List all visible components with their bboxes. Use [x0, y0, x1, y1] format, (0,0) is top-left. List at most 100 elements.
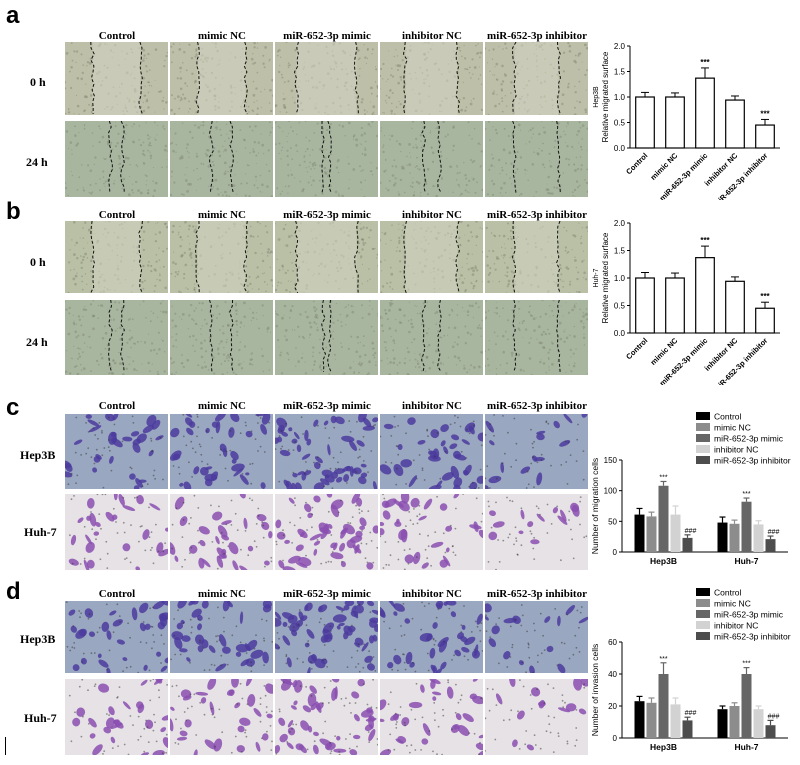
micrograph-wound-24h: [65, 300, 168, 375]
significance-label: ###: [768, 713, 780, 720]
legend-swatch: [696, 456, 710, 464]
micrograph-wound-24h: [485, 300, 588, 375]
y-tick-label: 1.5: [614, 68, 626, 77]
chart-b: 0.0 0.5 1.0 1.5 2.0 Relative migrated surface…: [592, 215, 792, 394]
row-head-huh7: Huh-7: [24, 525, 57, 539]
legend-label: miR-652-3p mimic: [714, 434, 784, 444]
bar-0: [717, 522, 728, 552]
y-tick-label: 60: [608, 638, 617, 647]
bar-3: [753, 709, 764, 738]
legend-label: Control: [714, 588, 742, 598]
significance-label: ***: [742, 491, 750, 498]
panel-letter-d: d: [6, 578, 21, 605]
col-head-mimic-nc: mimic NC: [198, 209, 246, 221]
bar-3: [725, 280, 745, 334]
bar-2: [658, 485, 669, 552]
row-head-0h: 0 h: [30, 255, 46, 269]
panel-letter-b: b: [6, 198, 21, 225]
significance-label: ###: [685, 710, 697, 717]
y-tick-label: 150: [604, 456, 618, 465]
col-head-mimic: miR-652-3p mimic: [283, 400, 371, 412]
bar-0: [717, 709, 728, 738]
bar-3: [753, 524, 764, 552]
micrograph-wound-0h: [275, 221, 378, 293]
micrograph-wound-24h: [485, 121, 588, 197]
y-tick-label: 2.0: [614, 42, 626, 51]
bar-0: [635, 96, 655, 149]
legend-label: inhibitor NC: [714, 445, 758, 455]
y-axis-label: Number of migration cells: [590, 458, 600, 554]
bar-0: [634, 701, 645, 738]
micrograph-wound-0h: [170, 221, 273, 293]
significance-label: ###: [685, 528, 697, 535]
legend-label: miR-652-3p inhibitor: [714, 456, 791, 466]
micrograph-wound-0h: [170, 42, 273, 115]
micrograph-transwell-hep3b: [65, 601, 168, 673]
micrograph-wound-24h: [65, 121, 168, 197]
micrograph-transwell-hep3b: [380, 414, 483, 489]
legend-label: mimic NC: [714, 423, 751, 433]
y-tick-label: 1.5: [614, 247, 626, 256]
micrograph-transwell-huh7: [275, 679, 378, 755]
legend-label: inhibitor NC: [714, 621, 758, 631]
micrograph-wound-0h: [485, 42, 588, 115]
micrograph-transwell-huh7: [170, 494, 273, 570]
y-tick-label: 0.0: [614, 329, 626, 338]
chart-c-svg: 0 50 100 150 Number of migration cells *** ###…: [590, 412, 791, 567]
bar-1: [665, 96, 685, 149]
bar-2: [741, 674, 752, 738]
micrograph-wound-24h: [275, 300, 378, 375]
bar-1: [729, 523, 740, 552]
row-head-24h: 24 h: [26, 155, 48, 169]
y-tick-label: 0: [613, 734, 618, 743]
chart-b-svg: 0.0 0.5 1.0 1.5 2.0 Relative migrated surface…: [593, 219, 780, 394]
micrograph-transwell-hep3b: [170, 414, 273, 489]
col-head-inhibitor-nc: inhibitor NC: [401, 588, 462, 600]
micrograph-transwell-hep3b: [380, 601, 483, 673]
col-head-control: Control: [98, 209, 136, 221]
micrograph-transwell-hep3b: [65, 414, 168, 489]
legend-swatch: [696, 610, 710, 618]
chart-d: 0 20 40 60 Number of invasion cells *** ### Hep…: [588, 584, 798, 760]
micrograph-transwell-hep3b: [170, 601, 273, 673]
micrograph-transwell-huh7: [65, 679, 168, 755]
bar-3: [670, 704, 681, 738]
bar-1: [665, 277, 685, 334]
bar-4: [755, 124, 775, 149]
significance-label: ***: [760, 109, 770, 118]
y-tick-label: 2.0: [614, 219, 626, 228]
y-axis-label-cell: Hep3B: [593, 86, 600, 108]
micrograph-wound-24h: [170, 121, 273, 197]
micrograph-transwell-hep3b: [275, 414, 378, 489]
bar-4: [682, 720, 693, 738]
micrograph-wound-0h: [275, 42, 378, 115]
micrograph-transwell-huh7: [170, 679, 273, 755]
micrograph-wound-0h: [380, 221, 483, 293]
micrograph-transwell-hep3b: [275, 601, 378, 673]
micrograph-transwell-hep3b: [485, 601, 588, 673]
bar-1: [729, 706, 740, 738]
x-tick-label: Control: [624, 336, 649, 361]
col-head-inhibitor: miR-652-3p inhibitor: [487, 30, 587, 42]
legend-label: mimic NC: [714, 599, 751, 609]
x-tick-label: Control: [624, 151, 649, 176]
col-head-mimic: miR-652-3p mimic: [283, 209, 371, 221]
bar-2: [741, 501, 752, 552]
col-head-control: Control: [98, 400, 136, 412]
col-head-mimic: miR-652-3p mimic: [283, 30, 371, 42]
significance-label: ***: [659, 474, 667, 481]
bar-4: [682, 537, 693, 552]
bar-0: [635, 277, 655, 334]
col-head-inhibitor: miR-652-3p inhibitor: [487, 588, 587, 600]
margin-line: [5, 737, 6, 755]
legend-swatch: [696, 588, 710, 596]
col-head-mimic-nc: mimic NC: [198, 30, 246, 42]
legend-swatch: [696, 412, 710, 420]
legend-label: miR-652-3p mimic: [714, 610, 784, 620]
significance-label: ***: [700, 58, 710, 67]
chart-d-svg: 0 20 40 60 Number of invasion cells *** ### Hep…: [590, 588, 791, 753]
row-head-hep3b: Hep3B: [20, 632, 56, 646]
col-head-inhibitor-nc: inhibitor NC: [401, 209, 462, 221]
col-head-control: Control: [98, 588, 136, 600]
chart-c: 0 50 100 150 Number of migration cells *** ###…: [588, 408, 798, 578]
